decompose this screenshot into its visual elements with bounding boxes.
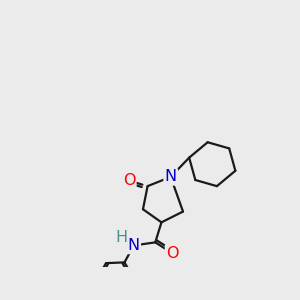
Text: O: O xyxy=(123,173,135,188)
Text: H: H xyxy=(115,230,128,245)
Text: N: N xyxy=(128,238,140,253)
Text: N: N xyxy=(165,169,177,184)
Text: O: O xyxy=(166,246,178,261)
